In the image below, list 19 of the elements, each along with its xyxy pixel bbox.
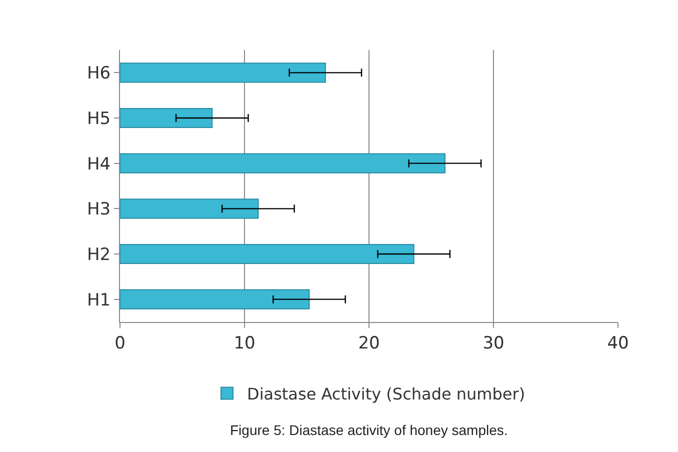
bar xyxy=(120,198,259,219)
x-tick-label: 40 xyxy=(607,333,629,354)
y-tick-label: H5 xyxy=(86,108,111,129)
x-tick-label: 0 xyxy=(114,333,126,354)
y-tick-label: H2 xyxy=(86,244,111,265)
x-tick-label: 30 xyxy=(482,333,504,354)
y-tick-label: H1 xyxy=(86,290,111,310)
bar xyxy=(120,289,310,310)
bar xyxy=(120,108,213,128)
bar xyxy=(120,62,326,83)
y-tick-label: H4 xyxy=(86,154,111,174)
x-tick-label: 20 xyxy=(358,333,380,354)
legend-label: Diastase Activity (Schade number) xyxy=(247,384,526,404)
y-tick-label: H6 xyxy=(86,64,111,84)
y-tick-label: H3 xyxy=(86,200,111,220)
bar xyxy=(120,153,446,174)
x-tick-label: 10 xyxy=(234,333,256,354)
bar xyxy=(120,244,414,264)
caption: Figure 5: Diastase activity of honey samples. xyxy=(230,422,508,438)
